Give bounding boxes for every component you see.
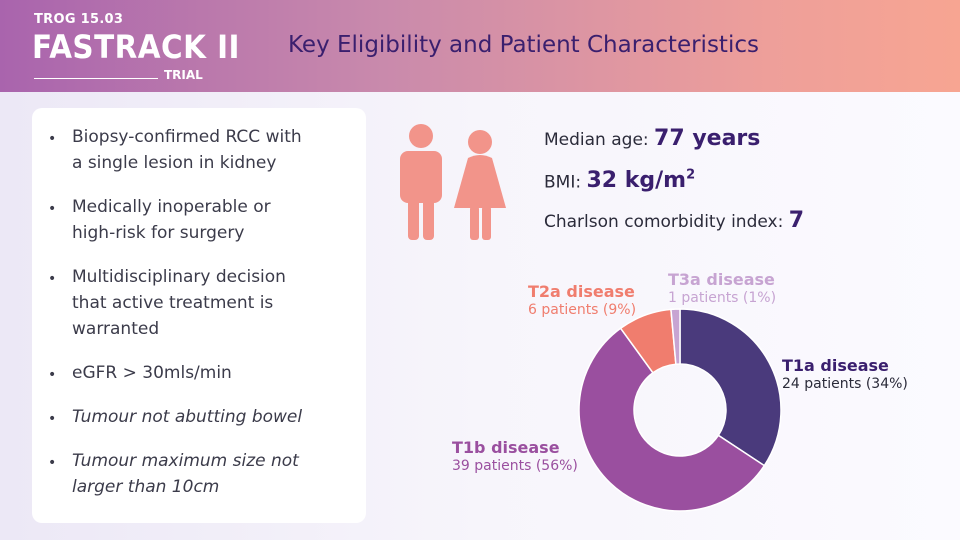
page-title: Key Eligibility and Patient Characterist… xyxy=(288,32,759,58)
median-age-value: 77 years xyxy=(654,126,761,151)
label-t2a-title: T2a disease xyxy=(528,282,635,301)
charlson-value: 7 xyxy=(788,208,805,233)
bmi-superscript: 2 xyxy=(686,168,696,183)
label-t2a-sub: 6 patients (9%) xyxy=(528,302,637,318)
criterion-line: Medically inoperable or xyxy=(72,197,271,217)
criterion-line: larger than 10cm xyxy=(72,477,220,497)
label-t3a-sub: 1 patients (1%) xyxy=(668,290,777,306)
criterion-bowel: Tumour not abutting bowel xyxy=(72,404,302,430)
bullet: • xyxy=(48,455,57,471)
label-t1a-title: T1a disease xyxy=(782,356,889,375)
charlson-label: Charlson comorbidity index: xyxy=(544,212,789,232)
bullet: • xyxy=(48,367,57,383)
trog-label: TROG 15.03 xyxy=(34,12,124,27)
label-t3a-title: T3a disease xyxy=(668,270,775,289)
criterion-line: eGFR > 30mls/min xyxy=(72,363,232,383)
criterion-line: Tumour not abutting bowel xyxy=(72,407,303,427)
charlson-stat: Charlson comorbidity index: 7 xyxy=(544,208,804,233)
slice-t1a xyxy=(679,308,782,467)
label-t1b-sub: 39 patients (56%) xyxy=(452,458,578,474)
bullet: • xyxy=(48,201,57,217)
criterion-line: Multidisciplinary decision xyxy=(72,267,286,287)
criterion-line: Tumour maximum size not xyxy=(72,451,299,471)
criterion-size: Tumour maximum size not larger than 10cm xyxy=(72,448,299,500)
header-banner: TROG 15.03 FASTRACK II TRIAL Key Eligibi… xyxy=(0,0,960,92)
median-age-stat: Median age: 77 years xyxy=(544,126,760,151)
people-icon xyxy=(400,124,506,240)
bmi-value: 32 kg/m xyxy=(586,168,687,194)
criterion-mdt: Multidisciplinary decision that active t… xyxy=(72,264,286,342)
eligibility-card xyxy=(32,108,366,523)
bullet: • xyxy=(48,411,57,427)
label-t1a-sub: 24 patients (34%) xyxy=(782,376,908,392)
fastrack-logo: FASTRACK II xyxy=(32,28,240,66)
bmi-label: BMI: xyxy=(544,172,587,193)
criterion-biopsy: Biopsy-confirmed RCC with a single lesio… xyxy=(72,124,302,176)
slice-t1b xyxy=(578,327,766,512)
criterion-line: Biopsy-confirmed RCC with xyxy=(72,127,302,147)
label-t1b-title: T1b disease xyxy=(452,438,560,457)
slice-t3a xyxy=(670,308,681,365)
criterion-egfr: eGFR > 30mls/min xyxy=(72,360,232,386)
criterion-line: that active treatment is xyxy=(72,293,274,313)
tstage-donut-chart xyxy=(578,308,782,512)
criterion-line: warranted xyxy=(72,319,160,339)
bullet: • xyxy=(48,271,57,287)
median-age-label: Median age: xyxy=(544,130,655,150)
bmi-stat: BMI: 32 kg/m2 xyxy=(544,168,695,193)
criterion-line: a single lesion in kidney xyxy=(72,153,277,173)
bullet: • xyxy=(48,131,57,147)
trial-label: TRIAL xyxy=(164,68,203,82)
logo-divider xyxy=(34,78,158,79)
criterion-inoperable: Medically inoperable or high-risk for su… xyxy=(72,194,271,246)
criterion-line: high-risk for surgery xyxy=(72,223,245,243)
